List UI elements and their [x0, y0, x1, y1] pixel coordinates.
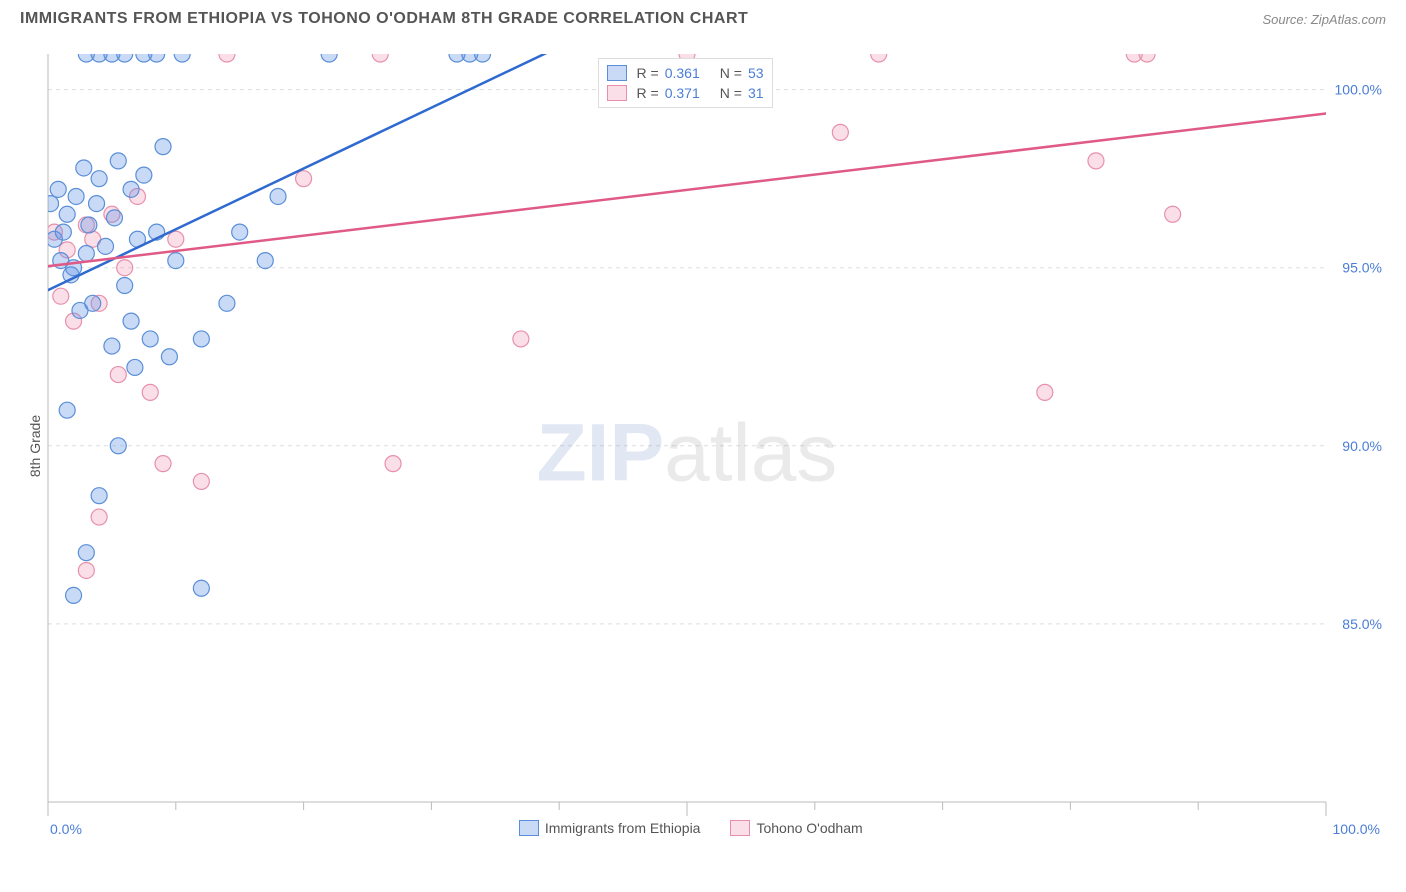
chart-area: 85.0% 90.0% 95.0% 100.0% 0.0% 100.0% ZIPatlas [46, 52, 1386, 842]
legend-r-label: R = [637, 65, 659, 81]
y-tick-label: 95.0% [1342, 260, 1382, 276]
legend-r-value: 0.371 [665, 85, 700, 101]
scatter-plot-svg: 85.0% 90.0% 95.0% 100.0% 0.0% 100.0% ZIPatlas [46, 52, 1386, 842]
series-legend-item: Tohono O'odham [730, 818, 862, 838]
legend-n-label: N = [720, 65, 742, 81]
y-tick-label: 90.0% [1342, 438, 1382, 454]
legend-r-value: 0.361 [665, 65, 700, 81]
legend-n-value: 31 [748, 85, 764, 101]
legend-r-label: R = [637, 85, 659, 101]
chart-title: IMMIGRANTS FROM ETHIOPIA VS TOHONO O'ODH… [20, 10, 748, 28]
legend-swatch [607, 65, 627, 81]
chart-source: Source: ZipAtlas.com [1262, 12, 1386, 27]
x-tick-label: 0.0% [50, 821, 82, 837]
y-tick-label: 85.0% [1342, 616, 1382, 632]
legend-row: R = 0.361 N = 53 [607, 63, 764, 83]
series-legend-label: Immigrants from Ethiopia [545, 820, 701, 836]
y-tick-label: 100.0% [1335, 82, 1382, 98]
series-legend-item: Immigrants from Ethiopia [519, 818, 701, 838]
chart-header: IMMIGRANTS FROM ETHIOPIA VS TOHONO O'ODH… [0, 0, 1406, 36]
x-tick-label: 100.0% [1333, 821, 1380, 837]
legend-swatch [730, 820, 750, 836]
correlation-legend: R = 0.361 N = 53 R = 0.371 N = 31 [598, 58, 773, 108]
legend-n-value: 53 [748, 65, 764, 81]
y-axis-label: 8th Grade [27, 415, 43, 477]
legend-swatch [519, 820, 539, 836]
series-legend-label: Tohono O'odham [756, 820, 862, 836]
watermark: ZIPatlas [537, 407, 838, 498]
legend-row: R = 0.371 N = 31 [607, 83, 764, 103]
legend-swatch [607, 85, 627, 101]
series-legend: Immigrants from Ethiopia Tohono O'odham [519, 818, 863, 838]
legend-n-label: N = [720, 85, 742, 101]
